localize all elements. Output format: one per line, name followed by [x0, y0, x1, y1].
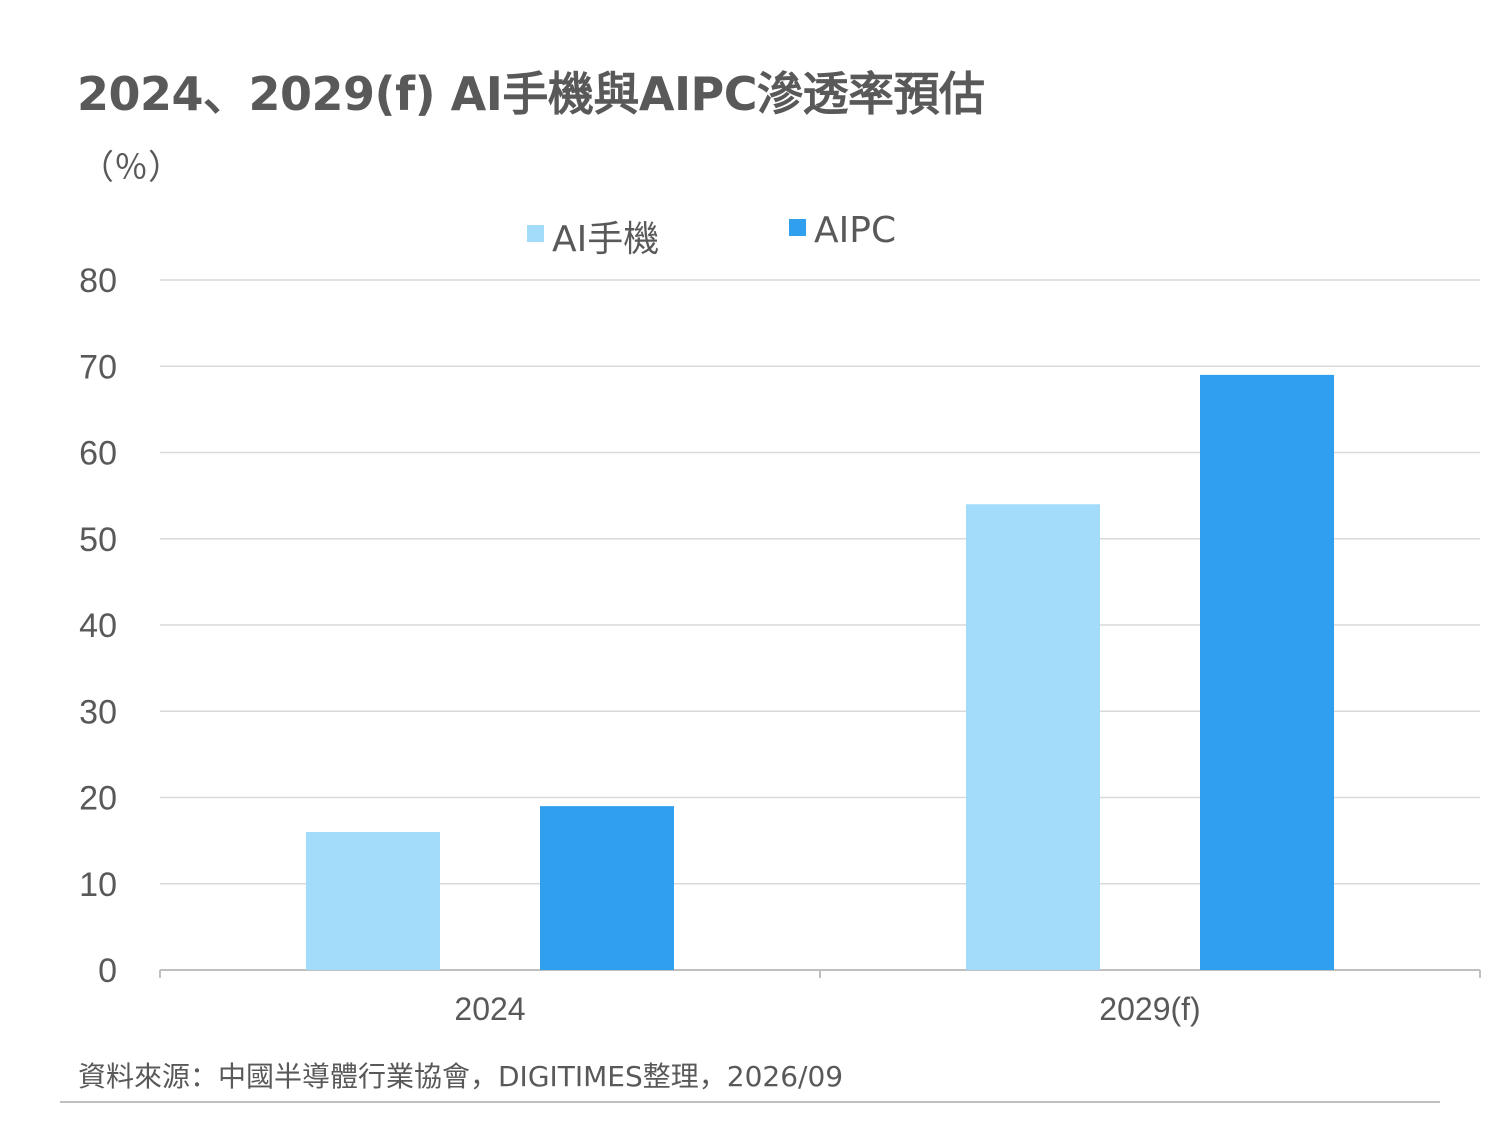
y-tick-label: 10 — [79, 866, 117, 904]
legend: AI手機 AIPC — [0, 210, 1500, 260]
unit-label: （％） — [80, 148, 182, 188]
legend-item-aipc: AIPC — [789, 210, 896, 251]
x-tick-label: 2029(f) — [1099, 991, 1200, 1027]
legend-swatch-aipc — [789, 219, 806, 236]
y-tick-label: 20 — [79, 780, 117, 818]
y-tick-label: 30 — [79, 693, 117, 731]
y-tick-label: 70 — [79, 348, 117, 386]
legend-item-ai-phone: AI手機 — [527, 210, 659, 262]
legend-label-ai-phone: AI手機 — [552, 219, 660, 260]
bar-chart: 0 10 20 30 40 50 60 70 80 2024 2029(f) — [79, 262, 1481, 1027]
x-tick-label: 2024 — [454, 991, 525, 1027]
footer-divider — [60, 1101, 1440, 1103]
bar-aipc-0 — [540, 806, 674, 970]
source-note: 資料來源：中國半導體行業協會，DIGITIMES整理，2026/09 — [78, 1060, 844, 1093]
y-tick-label: 60 — [79, 435, 117, 473]
bar-ai-phone-1 — [966, 504, 1100, 970]
y-tick-label: 0 — [98, 952, 117, 990]
legend-swatch-ai-phone — [527, 224, 544, 242]
y-tick-label: 40 — [79, 607, 117, 645]
legend-label-aipc: AIPC — [814, 210, 897, 251]
bar-aipc-1 — [1200, 374, 1334, 970]
y-tick-label: 80 — [79, 262, 117, 300]
chart-title: 2024、2029(f) AI手機與AIPC滲透率預估 — [77, 67, 985, 121]
bar-ai-phone-0 — [306, 832, 440, 970]
y-tick-label: 50 — [79, 521, 117, 559]
